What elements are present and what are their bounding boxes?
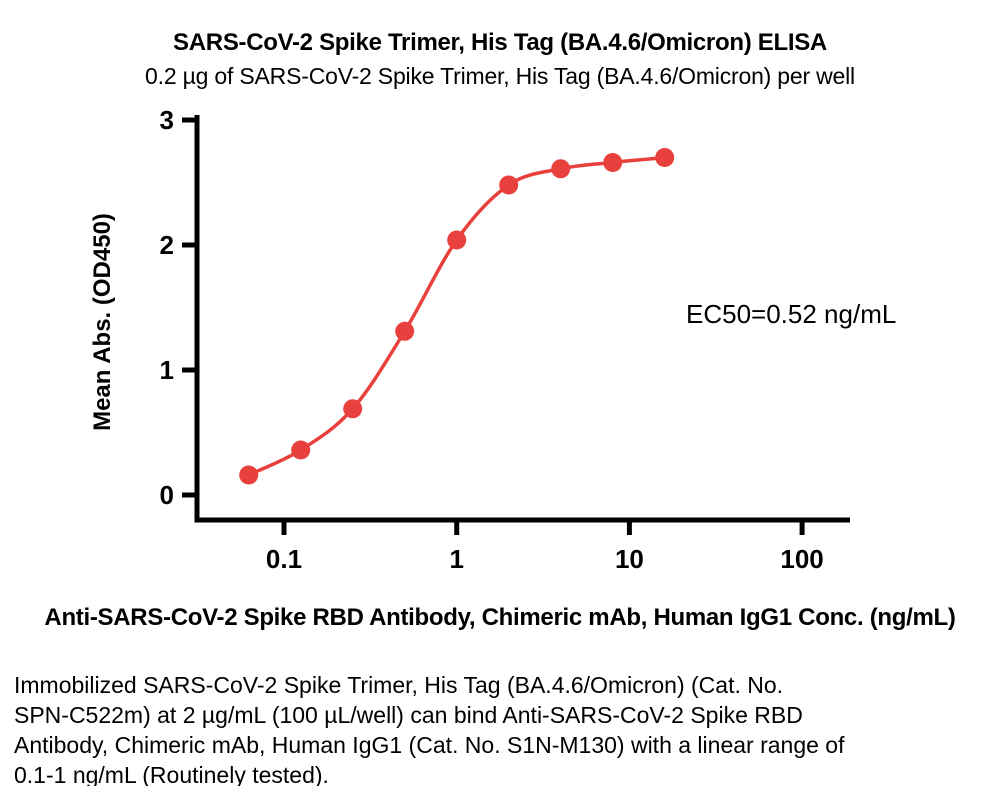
- description-line: Immobilized SARS-CoV-2 Spike Trimer, His…: [14, 672, 784, 698]
- x-tick-label: 100: [780, 544, 823, 574]
- description-text: Immobilized SARS-CoV-2 Spike Trimer, His…: [14, 670, 844, 786]
- ec50-annotation: EC50=0.52 ng/mL: [686, 299, 897, 329]
- x-axis-label: Anti-SARS-CoV-2 Spike RBD Antibody, Chim…: [44, 604, 956, 631]
- y-tick-label: 3: [160, 105, 174, 135]
- y-tick-label: 2: [160, 230, 174, 260]
- y-tick-label: 0: [160, 480, 174, 510]
- data-point-marker: [447, 230, 467, 250]
- data-point-marker: [551, 159, 571, 179]
- chart-title: SARS-CoV-2 Spike Trimer, His Tag (BA.4.6…: [173, 29, 827, 56]
- x-tick-label: 10: [615, 544, 644, 574]
- data-point-marker: [499, 175, 519, 195]
- description-line: 0.1-1 ng/mL (Routinely tested).: [14, 762, 329, 786]
- data-point-marker: [603, 153, 623, 172]
- chart-subtitle: 0.2 µg of SARS-CoV-2 Spike Trimer, His T…: [145, 63, 855, 89]
- axis-lines: [194, 115, 850, 523]
- y-tick-label: 1: [160, 355, 174, 385]
- data-point-marker: [655, 148, 675, 167]
- y-axis-label: Mean Abs. (OD450): [89, 213, 116, 431]
- x-tick-label: 1: [449, 544, 463, 574]
- description-line: SPN-C522m) at 2 µg/mL (100 µL/well) can …: [14, 702, 803, 728]
- data-point-marker: [343, 399, 363, 419]
- data-point-marker: [291, 440, 311, 460]
- fit-curve: [247, 155, 665, 477]
- x-tick-label: 0.1: [266, 544, 302, 574]
- data-point-marker: [395, 321, 415, 341]
- data-point-marker: [239, 465, 259, 485]
- description-line: Antibody, Chimeric mAb, Human IgG1 (Cat.…: [14, 732, 845, 758]
